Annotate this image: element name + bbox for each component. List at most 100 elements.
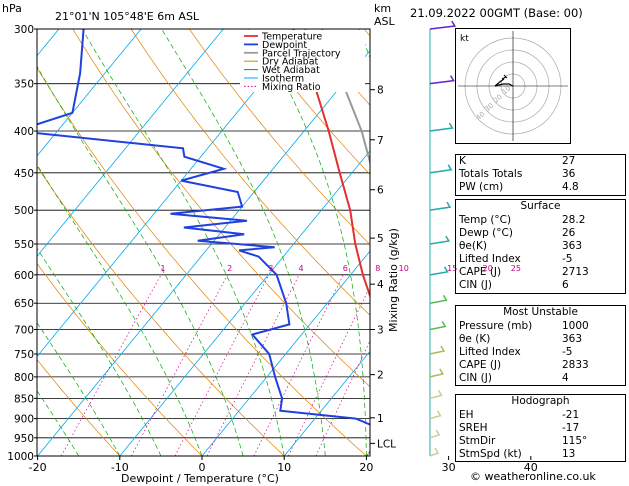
isotherm-line (37, 29, 306, 358)
pressure-tick-label: 1000 (7, 451, 34, 463)
param-label: K (459, 155, 466, 167)
param-label: SREH (459, 421, 488, 434)
mixing-ratio-label: 8 (375, 264, 380, 273)
mixing-ratio-line (253, 274, 344, 456)
hodograph-ring-label: 10 (501, 84, 513, 96)
hodograph-unit: kt (460, 34, 469, 44)
pressure-tick-label: 450 (14, 168, 34, 180)
wind-barb (429, 345, 446, 355)
legend-label: Dry Adiabat (262, 57, 319, 68)
wind-barb (429, 447, 440, 457)
wet-adiabat-line (37, 322, 121, 456)
dry-adiabat-line (189, 29, 370, 246)
location-title: 21°01'N 105°48'E 6m ASL (55, 10, 200, 23)
wet-adiabat-line (81, 29, 285, 456)
param-value: -5 (562, 345, 573, 358)
dry-adiabat-line (37, 262, 203, 456)
pressure-tick-label: 950 (14, 433, 34, 445)
hodograph-params-title: Hodograph (511, 395, 570, 407)
dry-adiabat-line (37, 165, 285, 456)
dry-adiabat-line (247, 29, 370, 176)
legend-label: Temperature (261, 32, 322, 43)
wind-barb (429, 122, 454, 132)
pressure-tick-label: 600 (14, 270, 34, 282)
wind-barb (429, 235, 451, 245)
mixing-ratio-labels: 1 2 3 4 6 8 10 15 20 25 (161, 264, 521, 273)
param-value: 27 (562, 155, 576, 167)
param-row: Totals Totals 36 (456, 168, 625, 181)
param-label: θe(K) (459, 239, 487, 252)
param-row: CAPE (J) 2833 (456, 359, 625, 372)
param-value: 6 (562, 279, 569, 292)
legend-box (240, 30, 365, 92)
dry-adiabat-line (37, 359, 121, 456)
param-value: 2713 (562, 266, 589, 279)
most-unstable-title: Most Unstable (503, 306, 578, 318)
wind-barb (429, 321, 447, 331)
wet-adiabat-line (37, 390, 79, 456)
wind-barb (429, 410, 442, 420)
pressure-tick-label: 550 (14, 239, 34, 251)
mixing-ratio-label: 10 (399, 264, 409, 273)
copyright: © weatheronline.co.uk (470, 470, 596, 483)
param-value: 13 (562, 448, 576, 461)
param-label: Lifted Index (459, 253, 521, 266)
legend-label: Wet Adiabat (262, 65, 320, 76)
storm-motion-marker (501, 74, 508, 80)
param-label: CAPE (J) (459, 359, 502, 372)
wet-adiabat-line (358, 29, 370, 60)
param-label: PW (cm) (459, 181, 504, 194)
param-value: 4 (562, 372, 569, 385)
isotherm-line (37, 29, 142, 157)
param-value: -21 (562, 408, 580, 421)
wind-barb (429, 368, 444, 378)
param-value: 363 (562, 332, 583, 345)
dry-adiabat-line (130, 29, 370, 316)
hodograph: kt 10 20 30 40 (455, 28, 571, 144)
param-label: CIN (J) (459, 279, 492, 292)
mixing-ratio-label: 4 (299, 264, 304, 273)
temperature-tick-label: -20 (29, 461, 47, 474)
mixing-ratio-label: 3 (268, 264, 273, 273)
param-label: EH (459, 408, 474, 421)
plot-frame (36, 28, 371, 457)
param-value: 1000 (562, 319, 589, 332)
legend-label: Isotherm (262, 74, 304, 85)
pressure-tick-label: 650 (14, 298, 34, 310)
wind-barb (429, 294, 448, 304)
legend-label: Mixing Ratio (262, 82, 321, 93)
wind-barb (429, 266, 449, 276)
temperature-tick-label: -10 (111, 461, 129, 474)
pressure-tick-label: 400 (14, 126, 34, 138)
mixing-ratio-axis-label: Mixing Ratio (g/kg) (387, 228, 400, 332)
param-value: 4.8 (562, 181, 579, 194)
pressure-tick-label: 800 (14, 372, 34, 384)
pressure-tick-label: 700 (14, 325, 34, 337)
mixing-ratio-line (288, 285, 370, 456)
pressure-tick-label: 750 (14, 349, 34, 361)
param-value: 26 (562, 226, 576, 239)
wind-barb (429, 389, 443, 400)
mixing-ratio-line (131, 274, 228, 456)
wind-barb (429, 429, 441, 439)
param-row: θe(K) 363 (456, 240, 625, 253)
param-row: Pressure (mb) 1000 (456, 320, 625, 333)
param-label: θe (K) (459, 332, 491, 345)
param-row: CAPE (J) 2713 (456, 266, 625, 279)
param-label: CIN (J) (459, 372, 492, 385)
most-unstable-panel: Most Unstable Pressure (mb) 1000 θe (K) 363… (455, 305, 626, 387)
surface-title: Surface (520, 200, 561, 212)
temperature-tick-label: 40 (524, 461, 538, 474)
temperature-tick-label: 20 (359, 461, 373, 474)
wind-barb (429, 75, 455, 85)
param-label: Lifted Index (459, 345, 521, 358)
param-row: StmDir 115° (456, 435, 625, 448)
km-label: km (374, 2, 391, 15)
param-label: Temp (°C) (459, 213, 512, 226)
mixing-ratio-label: 25 (511, 264, 521, 273)
param-value: -5 (562, 253, 573, 266)
wind-barb (429, 164, 453, 174)
param-label: Pressure (mb) (459, 319, 533, 332)
